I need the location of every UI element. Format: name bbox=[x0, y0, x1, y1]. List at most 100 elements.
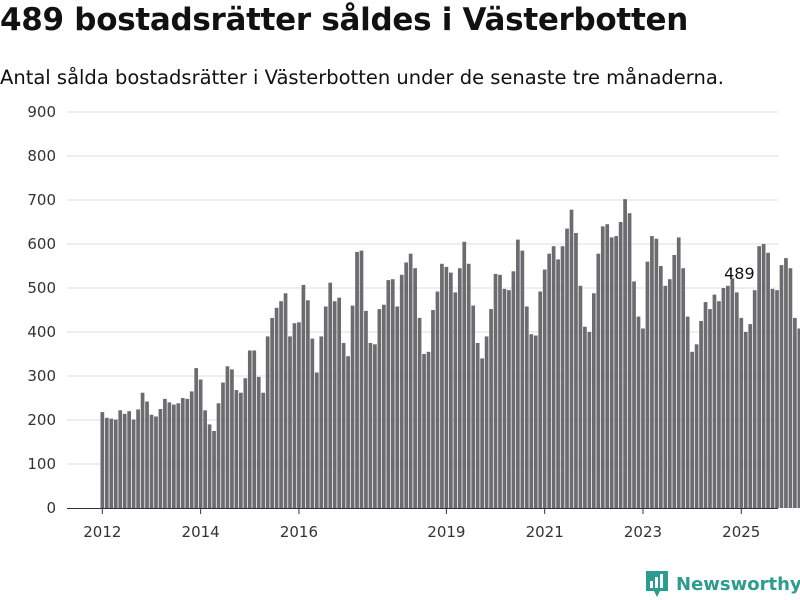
bar bbox=[717, 301, 721, 508]
bar bbox=[752, 290, 757, 508]
bar bbox=[261, 392, 266, 508]
bar bbox=[270, 317, 274, 508]
bar bbox=[475, 343, 480, 508]
bar bbox=[140, 392, 145, 508]
bar bbox=[332, 301, 337, 508]
bar bbox=[779, 265, 784, 508]
bar bbox=[766, 252, 770, 508]
bar bbox=[364, 310, 368, 508]
bar bbox=[654, 238, 659, 508]
bar bbox=[770, 288, 775, 508]
bar bbox=[127, 411, 132, 508]
bar bbox=[314, 372, 319, 508]
bar bbox=[690, 351, 694, 508]
bar bbox=[171, 404, 176, 508]
bar bbox=[600, 226, 605, 508]
bar bbox=[761, 244, 766, 508]
bar bbox=[297, 322, 301, 508]
bar bbox=[663, 285, 668, 508]
bar bbox=[583, 326, 587, 508]
bar bbox=[136, 409, 140, 508]
bar bbox=[207, 424, 212, 508]
bar bbox=[337, 297, 342, 508]
page-title: 489 bostadsrätter såldes i Västerbotten bbox=[0, 2, 688, 38]
bar bbox=[538, 291, 543, 508]
bar bbox=[301, 284, 306, 508]
y-tick-label: 800 bbox=[27, 147, 56, 165]
bar bbox=[462, 241, 467, 509]
bar bbox=[283, 293, 288, 508]
x-tick-label: 2012 bbox=[83, 523, 121, 541]
bar bbox=[230, 369, 234, 508]
bar bbox=[788, 268, 793, 508]
bar bbox=[149, 414, 154, 508]
bar bbox=[203, 410, 207, 508]
bar bbox=[243, 378, 248, 508]
bar bbox=[556, 259, 560, 508]
bar bbox=[520, 250, 525, 508]
bar bbox=[667, 279, 672, 508]
bar bbox=[306, 300, 310, 508]
bar bbox=[708, 309, 712, 508]
bar bbox=[636, 316, 641, 508]
bar bbox=[650, 236, 654, 508]
y-tick-label: 400 bbox=[27, 323, 56, 341]
bar bbox=[341, 343, 346, 508]
bar bbox=[681, 268, 686, 508]
bar bbox=[797, 328, 800, 508]
bar bbox=[560, 246, 565, 508]
bar bbox=[498, 274, 502, 508]
bar bbox=[793, 317, 797, 508]
bar bbox=[247, 350, 252, 508]
bar bbox=[457, 268, 462, 508]
bar bbox=[712, 294, 717, 508]
bars bbox=[100, 199, 800, 509]
page-subtitle: Antal sålda bostadsrätter i Västerbotten… bbox=[0, 66, 724, 89]
x-tick-label: 2023 bbox=[624, 523, 662, 541]
bar bbox=[596, 253, 601, 508]
bar bbox=[489, 309, 493, 508]
bar bbox=[502, 288, 507, 508]
bar bbox=[609, 237, 614, 508]
bar bbox=[480, 358, 484, 508]
bar bbox=[748, 324, 753, 508]
bar bbox=[542, 269, 547, 508]
bar bbox=[743, 332, 748, 508]
bar bbox=[104, 417, 109, 508]
bar bbox=[726, 285, 730, 508]
bar bbox=[565, 228, 569, 508]
brand-name: Newsworthy bbox=[676, 573, 800, 595]
bar bbox=[453, 292, 458, 508]
bar bbox=[346, 356, 350, 508]
bar bbox=[373, 344, 377, 508]
bar bbox=[676, 237, 681, 508]
y-tick-label: 700 bbox=[27, 191, 56, 209]
bar bbox=[319, 336, 324, 508]
bar bbox=[234, 390, 239, 508]
x-tick-label: 2019 bbox=[427, 523, 465, 541]
bar bbox=[440, 263, 444, 508]
bar bbox=[310, 338, 315, 508]
annotation: 489 bbox=[724, 264, 755, 283]
bar bbox=[109, 418, 114, 508]
bar bbox=[484, 336, 489, 508]
bar bbox=[524, 306, 529, 508]
y-tick-label: 300 bbox=[27, 367, 56, 385]
bar bbox=[185, 398, 190, 508]
bar bbox=[390, 279, 395, 508]
bar bbox=[167, 402, 172, 508]
newsworthy-logo[interactable]: Newsworthy bbox=[644, 569, 800, 599]
y-tick-label: 100 bbox=[27, 455, 56, 473]
latest-value-label: 489 bbox=[724, 264, 755, 283]
bar bbox=[672, 255, 677, 508]
bar bbox=[113, 419, 118, 508]
bar bbox=[323, 306, 328, 508]
bar bbox=[288, 336, 292, 508]
bar bbox=[444, 266, 449, 508]
bar bbox=[279, 301, 283, 508]
bar bbox=[225, 366, 230, 508]
bar bbox=[641, 328, 645, 508]
bar bbox=[734, 292, 739, 508]
bar bbox=[163, 398, 167, 508]
